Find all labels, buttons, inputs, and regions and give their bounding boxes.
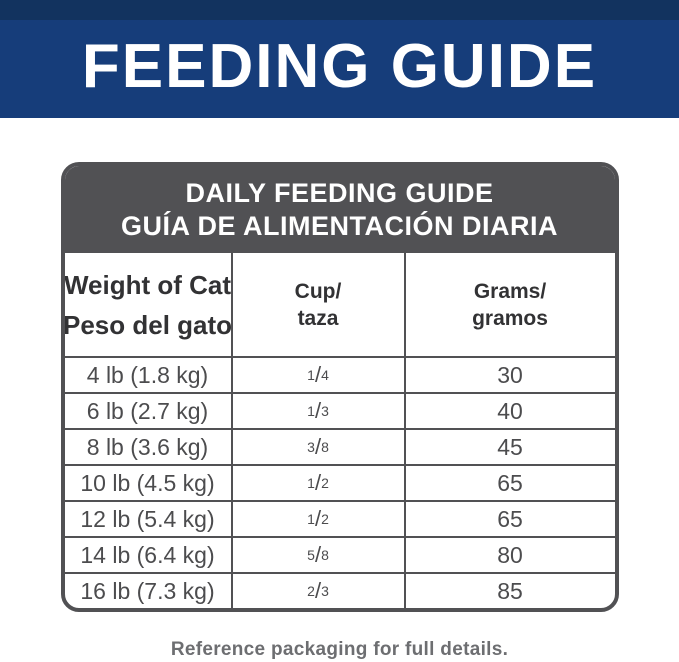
- page-title: FEEDING GUIDE: [81, 31, 598, 101]
- daily-feeding-table: DAILY FEEDING GUIDE GUÍA DE ALIMENTACIÓN…: [60, 162, 619, 613]
- grams-cell: 65: [405, 502, 615, 539]
- fraction-numerator: 2: [307, 583, 315, 600]
- fraction-denominator: 2: [321, 475, 329, 492]
- fraction-denominator: 8: [321, 547, 329, 564]
- grams-cell: 65: [405, 466, 615, 503]
- column-header-weight-en: Weight of Cat: [63, 269, 232, 300]
- fraction-denominator: 2: [321, 511, 329, 528]
- grams-cell: 40: [405, 394, 615, 431]
- fraction-numerator: 3: [307, 439, 315, 456]
- column-header-grams: Grams/ gramos: [405, 253, 615, 359]
- cup-cell: 2/3: [233, 574, 406, 609]
- footer: Reference packaging for full details.: [0, 639, 679, 661]
- fraction-denominator: 8: [321, 439, 329, 456]
- column-header-grams-es: gramos: [472, 306, 548, 330]
- fraction-denominator: 3: [321, 403, 329, 420]
- table-grid: Weight of Cat Peso del gato Cup/ taza Gr…: [62, 253, 615, 609]
- cup-cell: 1/3: [232, 394, 406, 431]
- table-title-english: DAILY FEEDING GUIDE: [185, 178, 494, 208]
- weight-cell: 10 lb (4.5 kg): [64, 466, 233, 503]
- column-header-cup: Cup/ taza: [232, 253, 406, 359]
- grams-cell: 80: [405, 538, 615, 575]
- weight-cell: 6 lb (2.7 kg): [64, 394, 233, 431]
- footer-note: Reference packaging for full details.: [170, 639, 509, 661]
- fraction-numerator: 5: [307, 547, 315, 564]
- fraction-slash: /: [314, 542, 322, 568]
- column-header-weight-es: Peso del gato: [62, 309, 233, 340]
- cup-cell: 1/4: [232, 358, 406, 395]
- fraction-slash: /: [314, 470, 322, 496]
- grams-cell: 85: [497, 577, 523, 604]
- cup-cell: 1/2: [232, 502, 406, 539]
- fraction-numerator: 1: [307, 403, 315, 420]
- grams-cell: 45: [405, 430, 615, 467]
- fraction-numerator: 1: [307, 367, 315, 384]
- cup-cell: 5/8: [232, 538, 406, 575]
- banner: FEEDING GUIDE: [0, 0, 679, 118]
- table-title: DAILY FEEDING GUIDE GUÍA DE ALIMENTACIÓN…: [64, 166, 615, 254]
- table-title-spanish: GUÍA DE ALIMENTACIÓN DIARIA: [121, 211, 558, 242]
- weight-cell: 8 lb (3.6 kg): [64, 430, 233, 467]
- fraction-numerator: 1: [307, 511, 315, 528]
- fraction-slash: /: [314, 578, 322, 604]
- fraction-slash: /: [314, 434, 322, 460]
- column-header-weight: Weight of Cat Peso del gato: [62, 253, 233, 359]
- fraction-denominator: 3: [321, 583, 329, 600]
- column-header-grams-en: Grams/: [473, 279, 547, 303]
- cup-cell: 3/8: [232, 430, 406, 467]
- weight-cell: 12 lb (5.4 kg): [64, 502, 233, 539]
- fraction-numerator: 1: [307, 475, 315, 492]
- weight-cell: 4 lb (1.8 kg): [64, 358, 233, 395]
- weight-cell: 16 lb (7.3 kg): [65, 574, 233, 609]
- cup-cell: 1/2: [232, 466, 406, 503]
- column-header-cup-es: taza: [297, 306, 339, 330]
- banner-top-strip: [0, 0, 679, 20]
- fraction-slash: /: [314, 398, 322, 424]
- fraction-slash: /: [314, 506, 322, 532]
- grams-cell: 30: [405, 358, 615, 395]
- weight-cell: 14 lb (6.4 kg): [64, 538, 233, 575]
- fraction-denominator: 4: [321, 367, 329, 384]
- column-header-cup-en: Cup/: [294, 279, 342, 303]
- fraction-slash: /: [314, 362, 322, 388]
